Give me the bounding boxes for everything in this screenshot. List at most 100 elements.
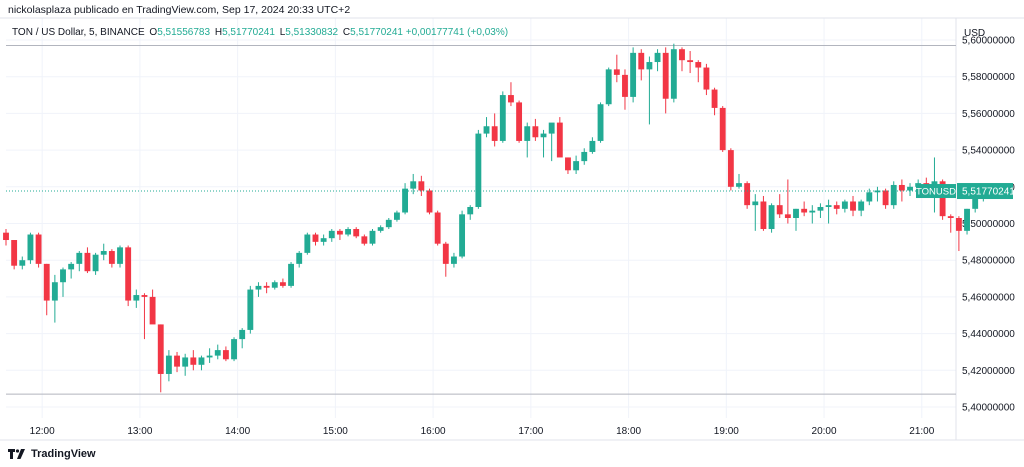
candle-body [467,206,474,215]
close-value: 5,51770241 [350,27,403,38]
candle-body [11,240,18,266]
candle-body [793,208,799,218]
candle-body [100,251,107,255]
candle-body [43,263,50,301]
candle-body [882,190,889,206]
open-value: 5,51556783 [157,27,211,38]
candle-body [670,49,677,99]
candle-body [117,247,123,264]
y-tick-label: 5,46000000 [962,292,1015,303]
candle-body [84,252,91,272]
candle-body [540,133,547,138]
candle-body [475,133,482,207]
candle-body [157,324,164,374]
candle-body [622,74,628,97]
candle-body [418,181,425,191]
candle-body [320,238,327,242]
candle-body [532,126,539,138]
y-tick-label: 5,42000000 [962,366,1015,377]
candle-body [141,295,148,297]
candle-body [711,89,718,108]
close-label: C [342,27,351,38]
candle-body [972,197,979,209]
candle-body [190,357,197,365]
candle-body [133,295,140,301]
candle-body [809,210,816,213]
candle-body [736,183,742,187]
candle-body [174,355,180,367]
candle-body [35,234,42,264]
candle-body [263,285,270,288]
candle-body [483,126,490,134]
candle-body [239,329,246,340]
tradingview-logo-icon [8,449,25,459]
candle-body [222,350,229,360]
candle-body [866,192,873,202]
y-tick-label: 5,40000000 [962,402,1015,413]
candle-body [573,161,580,171]
candle-body [377,227,384,231]
low-label: L [279,27,286,38]
candle-body [907,186,913,191]
candle-body [410,181,417,189]
candle-body [231,339,237,360]
candle-body [768,205,775,230]
y-tick-label: 5,50000000 [962,219,1015,230]
candle-body [744,183,751,206]
candle-body [524,126,531,141]
x-tick-label: 19:00 [714,426,739,437]
candle-body [508,95,514,103]
candle-body [679,49,685,61]
candle-body [833,205,840,209]
candle-body [3,232,9,241]
candle-body [451,256,457,264]
candle-body [255,285,262,290]
candle-body [784,214,791,218]
candle-body [459,214,466,257]
candle-body [817,206,824,211]
x-tick-label: 12:00 [30,426,55,437]
candle-body [68,263,75,270]
candle-body [393,212,400,220]
candle-body [939,181,946,217]
candle-body [947,216,954,218]
candle-body [149,296,156,325]
x-tick-label: 21:00 [909,426,934,437]
last-price-tag-bg [957,183,1013,200]
candle-body [841,201,848,209]
candle-body [516,102,523,141]
x-tick-label: 13:00 [127,426,152,437]
candle-body [646,62,653,70]
candle-body [801,208,808,213]
publisher-caption: nickolasplaza publicado en TradingView.c… [8,4,351,16]
candle-body [565,157,571,171]
high-value: 5,51770241 [222,27,275,38]
candle-body [898,184,905,191]
candle-body [426,190,433,213]
candle-body [890,184,897,206]
last-price-label: 5,51770241 [962,187,1015,198]
candle-body [613,69,620,75]
candle-body [776,205,783,215]
candle-body [874,190,881,193]
candle-body [76,252,83,264]
candle-body [499,95,506,141]
candle-body [214,350,221,356]
symbol-label[interactable]: TON / US Dollar, 5, BINANCE [12,27,145,38]
candle-body [687,60,694,63]
candle-body [369,230,376,244]
tradingview-brand[interactable]: TradingView [8,446,96,462]
candle-body [719,107,726,151]
y-tick-label: 5,48000000 [962,256,1015,267]
change-value: +0,00177741 (+0,03%) [405,27,509,38]
candle-body [964,208,970,231]
currency-label: USD [964,28,985,39]
x-tick-label: 16:00 [421,426,446,437]
candle-body [125,247,132,301]
candle-body [760,201,767,230]
y-tick-label: 5,54000000 [962,146,1015,157]
candle-body [442,243,449,264]
y-tick-label: 5,58000000 [962,72,1015,83]
brand-name: TradingView [31,448,96,460]
